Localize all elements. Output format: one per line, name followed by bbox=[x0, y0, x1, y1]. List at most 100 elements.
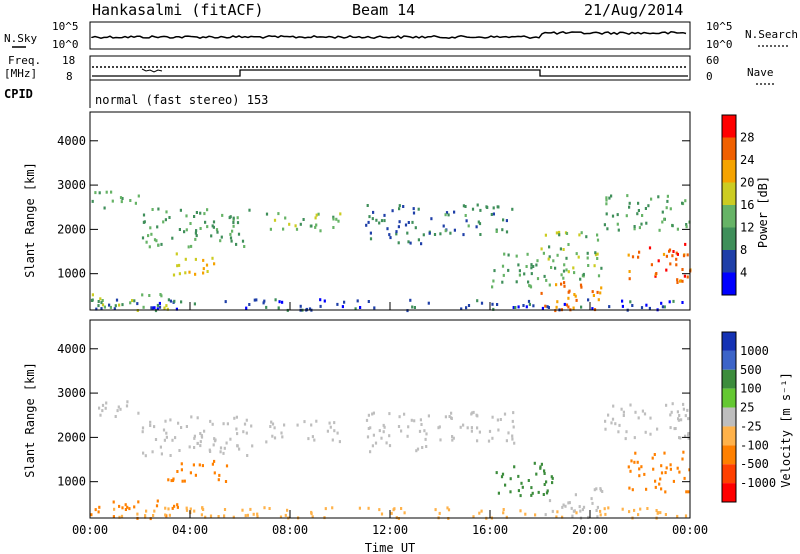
data-cell bbox=[594, 251, 597, 255]
data-cell bbox=[423, 429, 426, 433]
velocity-colorbar-tick: 100 bbox=[740, 382, 762, 396]
data-cell bbox=[594, 253, 598, 257]
data-cell bbox=[442, 224, 445, 228]
data-cell bbox=[367, 506, 370, 510]
data-cell bbox=[657, 195, 660, 199]
data-cell bbox=[203, 429, 206, 433]
data-cell bbox=[144, 515, 147, 519]
data-cell bbox=[671, 254, 674, 258]
data-cell bbox=[280, 431, 283, 435]
data-cell bbox=[141, 293, 144, 297]
data-cell bbox=[176, 470, 179, 473]
data-cell bbox=[532, 265, 535, 268]
data-cell bbox=[281, 435, 284, 439]
data-cell bbox=[248, 208, 251, 212]
data-cell bbox=[152, 514, 155, 517]
data-cell bbox=[681, 268, 684, 271]
data-cell bbox=[372, 210, 375, 214]
data-cell bbox=[397, 425, 401, 428]
data-cell bbox=[646, 507, 649, 510]
data-cell bbox=[437, 426, 440, 430]
data-cell bbox=[263, 299, 266, 303]
data-cell bbox=[282, 227, 285, 231]
data-cell bbox=[180, 468, 183, 472]
power-colorbar-segment bbox=[722, 272, 736, 295]
velocity-colorbar-segment bbox=[722, 407, 736, 427]
data-cell bbox=[194, 231, 197, 235]
data-cell bbox=[517, 263, 520, 267]
nsearch-tick-bottom: 10^0 bbox=[706, 38, 733, 51]
data-cell bbox=[232, 221, 235, 224]
data-cell bbox=[165, 304, 168, 308]
data-cell bbox=[670, 410, 673, 414]
data-cell bbox=[491, 302, 494, 306]
data-cell bbox=[314, 225, 317, 229]
data-cell bbox=[114, 304, 117, 308]
data-cell bbox=[618, 423, 621, 427]
data-cell bbox=[533, 461, 536, 465]
data-cell bbox=[269, 425, 272, 428]
data-cell bbox=[136, 302, 139, 306]
data-cell bbox=[519, 509, 522, 513]
data-cell bbox=[562, 276, 565, 280]
data-cell bbox=[640, 306, 644, 310]
velocity-colorbar-frame bbox=[721, 331, 737, 503]
data-cell bbox=[517, 474, 520, 478]
data-cell bbox=[105, 190, 108, 194]
data-cell bbox=[551, 481, 554, 485]
data-cell bbox=[678, 414, 681, 417]
data-cell bbox=[531, 491, 534, 495]
data-cell bbox=[459, 425, 462, 429]
data-cell bbox=[235, 415, 238, 419]
data-cell bbox=[410, 418, 413, 422]
data-cell bbox=[676, 227, 679, 231]
data-cell bbox=[270, 420, 273, 424]
data-cell bbox=[593, 488, 596, 492]
data-cell bbox=[579, 277, 582, 281]
data-cell bbox=[163, 438, 166, 442]
data-cell bbox=[525, 305, 528, 309]
data-cell bbox=[580, 285, 583, 289]
data-cell bbox=[153, 509, 156, 513]
data-cell bbox=[185, 506, 188, 510]
data-cell bbox=[98, 191, 101, 195]
data-cell bbox=[277, 212, 280, 216]
data-cell bbox=[544, 233, 547, 237]
data-cell bbox=[169, 418, 172, 422]
data-cell bbox=[554, 309, 557, 313]
data-cell bbox=[511, 437, 514, 441]
power-y-axis: 1000 2000 3000 4000 bbox=[57, 134, 690, 281]
data-cell bbox=[263, 506, 266, 510]
data-cell bbox=[638, 467, 641, 471]
data-cell bbox=[496, 205, 499, 209]
data-cell bbox=[673, 427, 676, 431]
power-colorbar-segment bbox=[722, 227, 736, 250]
data-cell bbox=[634, 410, 637, 414]
data-cell bbox=[548, 255, 551, 259]
velocity-band-3 bbox=[90, 499, 179, 521]
data-cell bbox=[681, 301, 684, 304]
data-cell bbox=[476, 426, 479, 430]
data-cell bbox=[682, 450, 685, 454]
data-cell bbox=[108, 303, 111, 307]
power-band-0 bbox=[91, 190, 140, 210]
data-cell bbox=[133, 299, 136, 303]
data-cell bbox=[407, 425, 410, 429]
data-cell bbox=[593, 264, 596, 268]
data-cell bbox=[563, 263, 566, 267]
data-cell bbox=[654, 479, 657, 483]
data-cell bbox=[91, 199, 94, 203]
data-cell bbox=[177, 421, 180, 425]
data-cell bbox=[555, 305, 558, 309]
data-cell bbox=[124, 503, 127, 507]
data-cell bbox=[614, 422, 617, 426]
data-cell bbox=[232, 224, 235, 228]
data-cell bbox=[162, 428, 166, 432]
data-cell bbox=[621, 304, 624, 308]
data-cell bbox=[189, 471, 192, 475]
data-cell bbox=[193, 302, 196, 306]
data-cell bbox=[478, 222, 482, 226]
data-cell bbox=[114, 415, 117, 418]
data-cell bbox=[596, 257, 599, 260]
data-cell bbox=[590, 497, 593, 501]
